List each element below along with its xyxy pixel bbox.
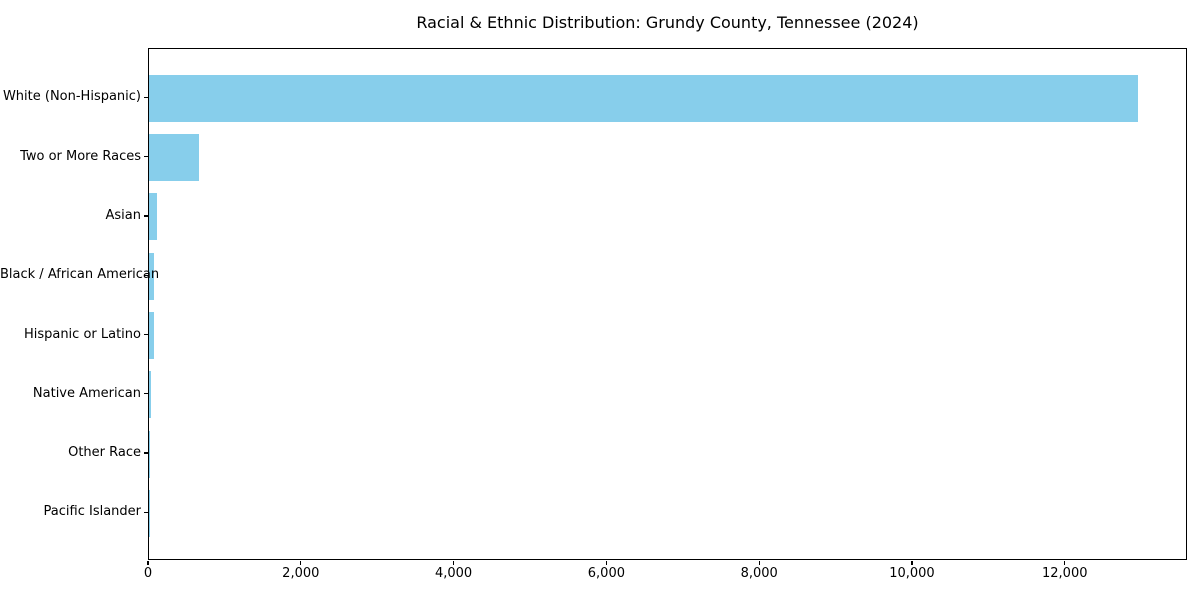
x-tick-mark <box>758 561 760 565</box>
y-tick-label: Two or More Races <box>20 148 141 164</box>
bar-other-race <box>149 430 150 478</box>
y-tick-label: White (Non-Hispanic) <box>2 89 141 105</box>
x-tick-label: 4,000 <box>434 566 473 581</box>
x-tick-label: 0 <box>143 566 153 581</box>
bar-black-african-american <box>149 252 154 300</box>
x-tick-label: 2,000 <box>282 566 320 581</box>
y-tick-label: Native American <box>32 385 141 401</box>
y-tick-mark <box>144 452 148 454</box>
x-tick-mark <box>1064 561 1066 565</box>
y-tick-mark <box>144 215 148 217</box>
x-tick-mark <box>452 561 455 565</box>
y-tick-label: Black / African American <box>0 267 160 283</box>
x-tick-mark <box>605 561 608 565</box>
y-tick-mark <box>144 96 148 98</box>
plot-area <box>148 48 1187 560</box>
y-tick-label: Asian <box>105 207 141 223</box>
y-tick-label: Hispanic or Latino <box>23 326 141 342</box>
bar-white-non-hispanic <box>149 74 1139 122</box>
bar-asian <box>149 193 158 241</box>
x-tick-label: 12,000 <box>1042 566 1088 581</box>
x-tick-label: 6,000 <box>587 566 625 581</box>
y-tick-mark <box>144 333 148 336</box>
y-tick-mark <box>144 155 148 158</box>
y-tick-mark <box>144 393 148 395</box>
bar-hispanic-or-latino <box>149 312 154 359</box>
x-tick-mark <box>911 561 913 565</box>
x-tick-mark <box>300 561 302 565</box>
chart-title: Racial & Ethnic Distribution: Grundy Cou… <box>416 13 919 32</box>
x-tick-label: 8,000 <box>740 566 778 581</box>
x-tick-mark <box>147 561 149 565</box>
y-tick-mark <box>144 511 148 514</box>
y-tick-label: Pacific Islander <box>43 504 141 520</box>
x-tick-label: 10,000 <box>889 566 935 581</box>
y-tick-label: Other Race <box>68 445 141 461</box>
y-tick-mark <box>144 274 148 276</box>
bar-native-american <box>149 371 151 419</box>
bar-two-or-more-races <box>149 134 199 182</box>
